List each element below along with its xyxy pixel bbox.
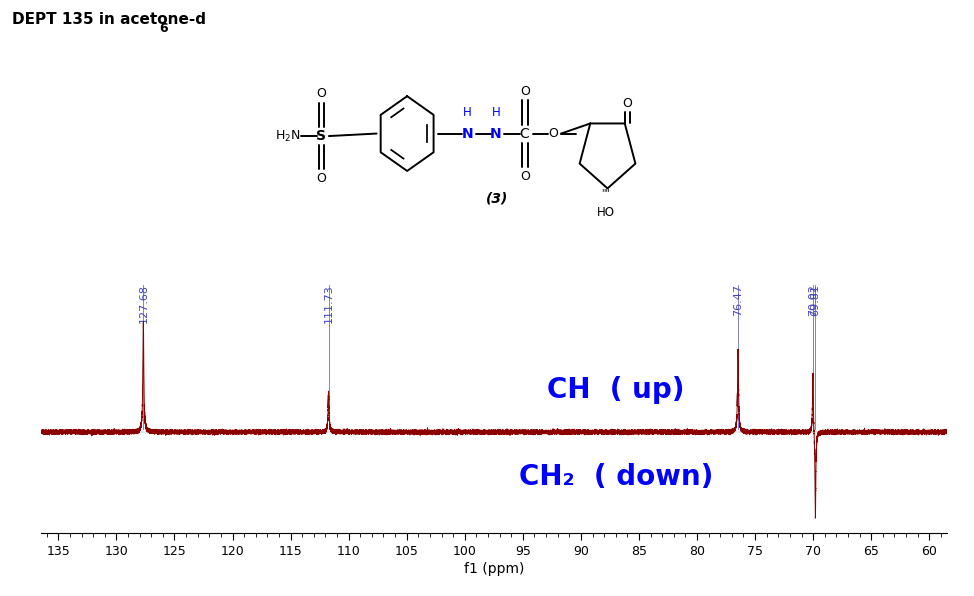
Text: "": "" — [601, 188, 610, 198]
Text: 69.81: 69.81 — [810, 284, 820, 316]
Text: 127.68: 127.68 — [138, 284, 148, 323]
Text: (3): (3) — [486, 191, 507, 206]
Text: O: O — [317, 87, 326, 100]
Text: DEPT 135 in acetone-d: DEPT 135 in acetone-d — [12, 12, 206, 27]
Text: 70.02: 70.02 — [808, 284, 818, 316]
Text: 6: 6 — [159, 22, 168, 35]
Text: O: O — [621, 97, 632, 110]
Text: O: O — [520, 85, 530, 98]
Text: O: O — [317, 172, 326, 185]
Text: CH₂  ( down): CH₂ ( down) — [518, 463, 713, 491]
Text: N: N — [462, 126, 473, 141]
Text: O: O — [548, 127, 558, 140]
Text: N: N — [490, 126, 502, 141]
Text: 76.47: 76.47 — [733, 284, 743, 316]
Text: S: S — [316, 129, 325, 143]
Text: CH  ( up): CH ( up) — [547, 376, 685, 404]
Text: 111.73: 111.73 — [323, 284, 333, 323]
Text: HO: HO — [596, 206, 615, 219]
Text: H: H — [492, 106, 501, 119]
Text: H: H — [463, 106, 471, 119]
Text: O: O — [520, 170, 530, 183]
X-axis label: f1 (ppm): f1 (ppm) — [464, 563, 524, 576]
Text: H$_2$N: H$_2$N — [275, 129, 300, 144]
Text: C: C — [519, 126, 529, 141]
